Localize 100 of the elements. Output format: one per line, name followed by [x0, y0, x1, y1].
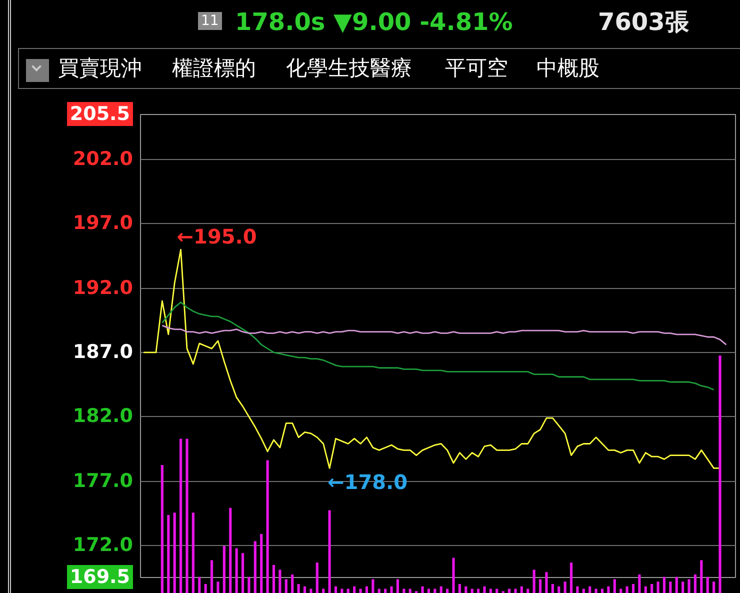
bar	[384, 588, 387, 593]
bar	[204, 584, 207, 593]
bar	[508, 588, 511, 593]
y-tick-label: 202.0	[72, 147, 133, 171]
bar	[489, 588, 492, 593]
bar	[297, 584, 300, 593]
y-tick-label: 177.0	[72, 468, 133, 492]
text: 中概股	[536, 55, 600, 81]
annotation: ←195.0	[176, 224, 257, 249]
bar	[564, 582, 566, 593]
bar	[408, 588, 412, 593]
bar	[167, 514, 170, 593]
bar	[322, 588, 325, 593]
bar	[402, 588, 406, 593]
bar	[365, 586, 368, 593]
y-tick-label: 197.0	[72, 211, 133, 236]
bar	[291, 574, 294, 593]
bar	[440, 586, 442, 593]
bar	[675, 576, 678, 593]
bar	[706, 576, 709, 593]
bar	[570, 562, 573, 593]
bar	[346, 588, 350, 593]
y-tick-label: 192.0	[72, 276, 133, 300]
bar	[316, 562, 318, 593]
bar	[638, 574, 641, 593]
bar	[452, 558, 455, 593]
bar	[427, 588, 430, 593]
bar	[434, 588, 436, 593]
bar	[446, 588, 449, 593]
bar	[470, 588, 474, 593]
bar	[582, 588, 585, 593]
bar	[235, 548, 238, 593]
bar	[532, 570, 536, 593]
bar	[390, 586, 393, 593]
bar	[626, 586, 628, 593]
bar	[514, 588, 517, 593]
bar	[458, 584, 461, 593]
y-tick-label: 172.0	[72, 532, 133, 557]
bar	[254, 541, 256, 593]
bar	[284, 579, 288, 593]
bar	[607, 586, 610, 593]
bar	[545, 572, 548, 593]
bar	[192, 512, 194, 593]
line-series	[161, 324, 727, 346]
y-tick-label: 205.5	[66, 102, 133, 126]
bar	[613, 579, 616, 593]
bar	[260, 534, 263, 593]
bar	[198, 576, 201, 593]
bar	[266, 460, 269, 593]
bar	[378, 588, 380, 593]
bar	[334, 586, 338, 593]
line-series	[142, 248, 721, 469]
y-tick-label: 169.5	[66, 565, 133, 589]
bar	[700, 560, 703, 593]
bar	[272, 564, 276, 593]
bar	[632, 584, 635, 593]
chart-title: 178.0s ▼9.00 -4.81%	[235, 7, 513, 37]
bar	[483, 586, 486, 593]
bar	[160, 464, 164, 593]
bar	[594, 588, 598, 593]
bar	[340, 588, 344, 593]
text: 買賣現沖	[58, 55, 142, 81]
bar	[229, 508, 232, 593]
chart-subtitle: 7603張	[598, 7, 689, 37]
bar	[310, 588, 312, 593]
bar	[538, 579, 542, 593]
bar	[464, 586, 468, 593]
bar	[526, 588, 530, 593]
bar	[216, 582, 220, 593]
bar	[359, 588, 362, 593]
bar	[476, 588, 480, 593]
text: 化學生技醫療	[286, 55, 412, 81]
bar	[718, 356, 722, 593]
bar	[644, 586, 647, 593]
bar	[210, 560, 214, 593]
bar	[186, 438, 188, 593]
bar	[558, 586, 560, 593]
text: 平可空	[445, 55, 508, 81]
y-tick-label: 187.0	[72, 340, 133, 364]
bar	[600, 588, 604, 593]
bar	[248, 576, 250, 593]
bar	[241, 553, 244, 593]
text: 權證標的	[172, 55, 256, 81]
bar	[372, 579, 374, 593]
y-tick-label: 182.0	[72, 404, 133, 428]
bar	[179, 438, 182, 593]
bar	[682, 582, 684, 593]
annotation: ←178.0	[328, 470, 408, 494]
bar	[694, 574, 697, 593]
bar	[712, 582, 716, 593]
bar	[662, 576, 666, 593]
bar	[328, 510, 331, 593]
bar	[620, 588, 622, 593]
bar	[222, 546, 226, 593]
bar	[588, 586, 592, 593]
text: 11	[198, 12, 222, 30]
bar	[353, 586, 356, 593]
bar	[551, 584, 554, 593]
bar	[688, 579, 690, 593]
bar	[576, 586, 579, 593]
